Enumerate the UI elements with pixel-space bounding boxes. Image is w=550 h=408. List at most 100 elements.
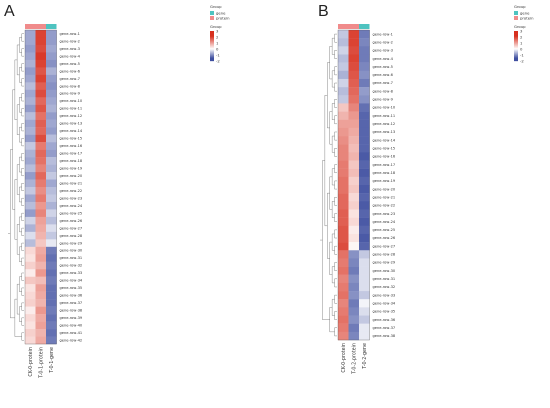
color-scale-step xyxy=(210,35,214,37)
heatmap-cell xyxy=(46,97,57,105)
heatmap-cell xyxy=(25,142,36,150)
heatmap-cell xyxy=(25,276,36,285)
dendrogram-branch xyxy=(327,62,330,129)
heatmap-cell xyxy=(35,314,47,322)
row-label: gene-row-36 xyxy=(60,294,83,298)
dendrogram-branch xyxy=(19,276,22,292)
dendrogram-branch xyxy=(334,246,337,255)
heatmap-cell xyxy=(35,172,47,180)
color-scale-step xyxy=(514,42,518,44)
heatmap-cell xyxy=(35,284,47,292)
dendrogram-branch xyxy=(21,138,24,147)
group-legend-entry: gene xyxy=(216,11,226,16)
heatmap-cell xyxy=(25,127,36,135)
heatmap-cell xyxy=(46,336,57,345)
heatmap-cell xyxy=(348,274,360,284)
heatmap-cell xyxy=(46,172,57,180)
heatmap-cell xyxy=(348,315,360,324)
heatmap-cell xyxy=(25,187,36,195)
color-scale-step xyxy=(514,60,518,62)
group-annotation-cell xyxy=(25,24,36,29)
heatmap-cell xyxy=(348,209,360,218)
heatmap-cell xyxy=(35,112,47,120)
group-legend-entry: gene xyxy=(520,11,530,16)
row-label: gene-row-3 xyxy=(60,47,80,51)
color-scale-step xyxy=(210,51,214,53)
dendrogram-branch xyxy=(21,108,24,117)
heatmap-cell xyxy=(35,37,47,46)
heatmap-cell xyxy=(46,89,57,98)
heatmap-cell xyxy=(46,269,57,277)
row-label: gene-row-13 xyxy=(60,122,83,126)
heatmap-cell xyxy=(35,329,47,337)
heatmap-cell xyxy=(46,127,57,135)
heatmap-cell xyxy=(359,282,370,292)
heatmap-cell xyxy=(348,87,360,96)
heatmap-cell xyxy=(338,144,349,153)
group-annotation-cell xyxy=(338,24,349,29)
color-scale-step xyxy=(210,56,214,58)
heatmap-cell xyxy=(359,160,370,169)
heatmap-cell xyxy=(25,194,36,203)
heatmap-cell xyxy=(35,164,47,173)
row-label: gene-row-8 xyxy=(60,84,81,88)
row-label: gene-row-30 xyxy=(373,269,396,273)
heatmap-cell xyxy=(348,103,360,112)
row-label: gene-row-19 xyxy=(60,167,83,171)
heatmap-cell xyxy=(25,37,36,46)
group-legend-entry: protein xyxy=(216,16,230,21)
dendrogram-branch xyxy=(21,168,24,176)
row-label: gene-row-18 xyxy=(60,159,83,163)
heatmap-cell xyxy=(25,74,36,83)
heatmap-cell xyxy=(35,59,47,68)
dendrogram-branch xyxy=(21,63,24,72)
color-scale-step xyxy=(210,38,214,40)
row-label: gene-row-9 xyxy=(373,98,394,102)
row-label: gene-row-41 xyxy=(60,331,83,335)
heatmap-cell xyxy=(25,157,36,165)
heatmap-cell xyxy=(348,307,360,316)
dendrogram-branch xyxy=(331,37,335,55)
heatmap-cell xyxy=(35,187,47,195)
heatmap-cell xyxy=(25,291,36,300)
heatmap-cell xyxy=(25,321,36,330)
heatmap-cell xyxy=(35,30,47,38)
color-scale-step xyxy=(514,49,518,51)
color-scale-step xyxy=(514,55,518,57)
color-scale-step xyxy=(210,44,214,46)
color-scale-step xyxy=(514,45,518,47)
dendrogram-branch xyxy=(14,59,18,120)
heatmap-cell xyxy=(35,246,47,255)
heatmap-cell xyxy=(359,152,370,161)
row-label: gene-row-32 xyxy=(60,264,83,268)
row-label: gene-row-7 xyxy=(60,77,80,81)
heatmap-cell xyxy=(359,233,370,243)
dendrogram-branch xyxy=(331,168,335,186)
heatmap-cell xyxy=(359,62,370,71)
heatmap-cell xyxy=(359,111,370,120)
heatmap-cell xyxy=(348,193,360,202)
heatmap-cell xyxy=(46,82,57,91)
row-label: gene-row-17 xyxy=(373,163,396,167)
dendrogram-branch xyxy=(21,153,24,162)
color-scale-step xyxy=(210,32,214,34)
color-scale-step xyxy=(514,54,518,56)
heatmap-cell xyxy=(46,142,57,150)
heatmap-cell xyxy=(46,239,57,248)
dendrogram-branch xyxy=(329,176,333,210)
heatmap-cell xyxy=(348,258,360,267)
heatmap-cell xyxy=(46,187,57,195)
dendrogram-branch xyxy=(16,284,20,315)
row-label: gene-row-11 xyxy=(373,114,396,118)
heatmap-cell xyxy=(338,95,349,104)
heatmap-cell xyxy=(46,52,57,61)
heatmap-cell xyxy=(359,30,370,39)
dendrogram-branch xyxy=(21,33,24,42)
color-scale-tick: -2 xyxy=(520,58,524,63)
heatmap-cell xyxy=(25,239,36,248)
heatmap-cell xyxy=(25,82,36,91)
row-label: gene-row-42 xyxy=(60,338,83,342)
heatmap-cell xyxy=(25,149,36,158)
dendrogram-branch xyxy=(331,103,335,120)
row-label: gene-row-4 xyxy=(373,57,394,61)
